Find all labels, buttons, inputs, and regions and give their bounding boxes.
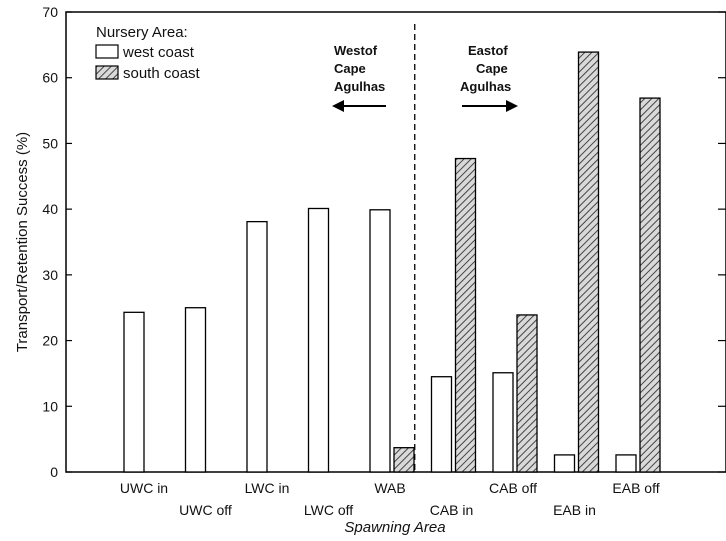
bar-west-coast-3 [307, 207, 330, 473]
bar-west-coast-1 [184, 307, 207, 473]
bar-west-coast-8 [615, 454, 637, 473]
y-tick-label-3: 30 [42, 267, 58, 283]
annotation-west-line-2: Cape [334, 61, 366, 76]
x-tick-label-1: UWC off [179, 502, 232, 518]
y-tick-label-7: 70 [42, 4, 58, 20]
y-tick-label-4: 40 [42, 201, 58, 217]
x-tick-label-4: WAB [374, 480, 405, 496]
legend: Nursery Area: west coast south coast [95, 24, 201, 82]
legend-label-west-coast: west coast [122, 44, 195, 61]
arrow-west-icon [332, 100, 344, 112]
bar-south-coast-4 [393, 447, 415, 473]
x-tick-label-5: CAB in [430, 502, 474, 518]
legend-swatch-west-coast [95, 44, 119, 59]
annotation-east-line-1: Eastof [468, 43, 508, 58]
x-axis-title: Spawning Area [344, 519, 445, 536]
bar-west-coast-4 [369, 209, 391, 473]
bar-west-coast-6 [492, 372, 514, 473]
x-tick-label-7: EAB in [553, 502, 596, 518]
legend-label-south-coast: south coast [123, 65, 201, 82]
bar-south-coast-5 [454, 157, 477, 473]
y-tick-label-0: 0 [50, 464, 58, 480]
x-tick-label-0: UWC in [120, 480, 168, 496]
annotation-west-line-1: Westof [334, 43, 378, 58]
y-axis: 0 10 20 30 40 50 60 70 [42, 4, 726, 480]
x-axis: UWC in UWC off LWC in LWC off WAB CAB in CAB o… [120, 480, 660, 518]
bar-west-coast-7 [553, 454, 576, 473]
bar-west-coast-0 [123, 311, 145, 473]
bar-south-coast-7 [577, 51, 600, 473]
y-tick-label-6: 60 [42, 70, 58, 86]
annotation-west-line-3: Agulhas [334, 79, 385, 94]
arrow-east-icon [506, 100, 518, 112]
annotation-west: Westof Cape Agulhas [332, 43, 386, 112]
annotation-east: Eastof Cape Agulhas [460, 43, 518, 112]
y-axis-title: Transport/Retention Success (%) [14, 132, 31, 352]
x-tick-label-8: EAB off [612, 480, 659, 496]
annotation-east-line-2: Cape [476, 61, 508, 76]
annotation-east-line-3: Agulhas [460, 79, 511, 94]
x-tick-label-3: LWC off [304, 502, 353, 518]
legend-title: Nursery Area: [96, 24, 188, 41]
legend-swatch-south-coast [95, 65, 119, 80]
y-tick-label-1: 10 [42, 398, 58, 414]
bars [123, 51, 661, 473]
bar-south-coast-8 [639, 97, 661, 473]
x-tick-label-6: CAB off [489, 480, 537, 496]
bar-south-coast-6 [516, 314, 538, 473]
bar-west-coast-2 [246, 220, 268, 473]
y-tick-label-5: 50 [42, 135, 58, 151]
x-tick-label-2: LWC in [245, 480, 290, 496]
y-tick-label-2: 20 [42, 333, 58, 349]
bar-west-coast-5 [430, 376, 453, 473]
